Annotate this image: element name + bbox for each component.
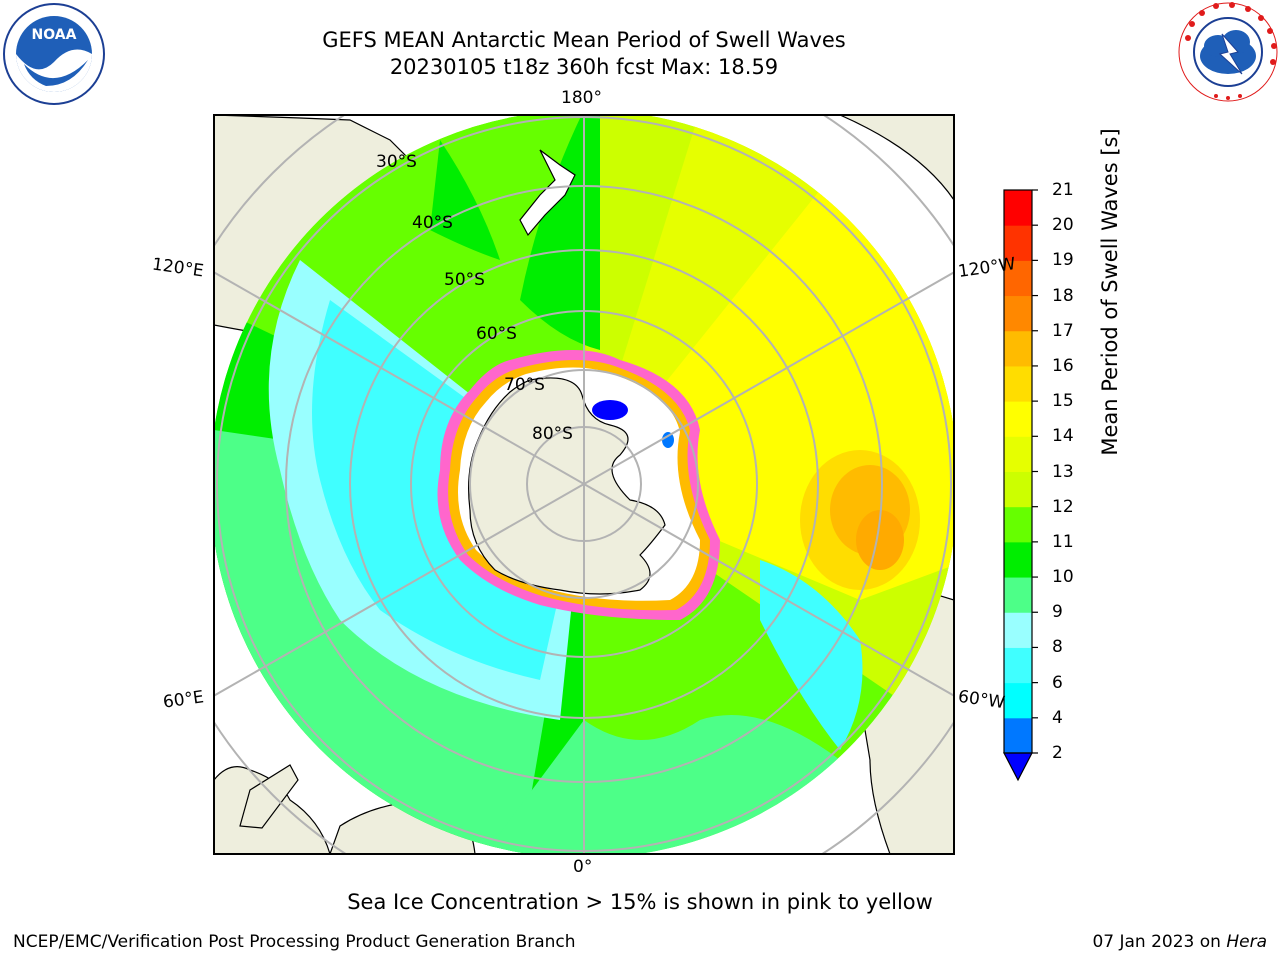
footer-host: Hera (1226, 932, 1267, 952)
colorbar (1003, 189, 1038, 782)
colorbar-segment (1004, 225, 1032, 261)
colorbar-tick-label: 6 (1052, 672, 1063, 693)
lon-label-0: 0° (573, 857, 593, 877)
colorbar-segment (1004, 577, 1032, 613)
colorbar-segment (1004, 682, 1032, 719)
colorbar-tick-label: 20 (1052, 215, 1074, 236)
colorbar-tick-label: 11 (1052, 531, 1074, 552)
colorbar-segment (1004, 295, 1032, 332)
lat-label-60s: 60°S (476, 324, 517, 344)
lat-label-30s: 30°S (376, 152, 417, 172)
nws-logo (1178, 2, 1278, 102)
colorbar-segment (1004, 190, 1032, 226)
noaa-logo-text: NOAA (32, 27, 77, 43)
colorbar-segment (1004, 260, 1032, 297)
colorbar-tick-label: 9 (1052, 602, 1063, 623)
colorbar-segment (1004, 436, 1032, 472)
colorbar-segment (1004, 506, 1032, 543)
colorbar-tick-label: 21 (1052, 180, 1074, 200)
colorbar-tick-label: 15 (1052, 391, 1074, 412)
lat-label-70s: 70°S (504, 375, 545, 395)
colorbar-segment (1004, 471, 1032, 508)
lat-label-80s: 80°S (532, 424, 573, 444)
chart-title: GEFS MEAN Antarctic Mean Period of Swell… (322, 28, 846, 52)
colorbar-tick-label: 16 (1052, 355, 1074, 376)
footer-date: 07 Jan 2023 on Hera (1092, 932, 1267, 952)
colorbar-tick-label: 13 (1052, 461, 1074, 482)
colorbar-tick-label: 10 (1052, 567, 1074, 588)
land-madagascar (239, 764, 299, 829)
lat-label-40s: 40°S (412, 213, 453, 233)
colorbar-label: Mean Period of Swell Waves [s] (1098, 128, 1122, 456)
colorbar-tick-label: 14 (1052, 426, 1074, 447)
colorbar-tick-label: 12 (1052, 496, 1074, 517)
graticule (214, 115, 954, 854)
colorbar-tick-label: 18 (1052, 285, 1074, 306)
noaa-logo: NOAA (3, 3, 105, 105)
footer-credit: NCEP/EMC/Verification Post Processing Pr… (13, 932, 576, 952)
chart-subtitle: 20230105 t18z 360h fcst Max: 18.59 (389, 55, 779, 79)
sea-ice-caption: Sea Ice Concentration > 15% is shown in … (347, 890, 933, 914)
colorbar-tick-label: 4 (1052, 707, 1063, 728)
colorbar-tick-label: 17 (1052, 320, 1074, 341)
colorbar-segment (1004, 717, 1032, 754)
lat-label-50s: 50°S (444, 270, 485, 290)
colorbar-tick-label: 2 (1052, 743, 1063, 763)
lon-label-180: 180° (561, 88, 602, 108)
colorbar-segment (1004, 647, 1032, 684)
colorbar-tick-label: 8 (1052, 637, 1063, 658)
colorbar-segment (1004, 401, 1032, 437)
colorbar-segment (1004, 330, 1032, 367)
colorbar-segment (1004, 541, 1032, 578)
map-frame (213, 114, 955, 855)
footer-date-text: 07 Jan 2023 on (1092, 932, 1227, 952)
colorbar-tick-label: 19 (1052, 250, 1074, 271)
colorbar-extend-arrow (1003, 752, 1033, 782)
colorbar-segment (1004, 365, 1032, 402)
colorbar-segment (1004, 612, 1032, 648)
